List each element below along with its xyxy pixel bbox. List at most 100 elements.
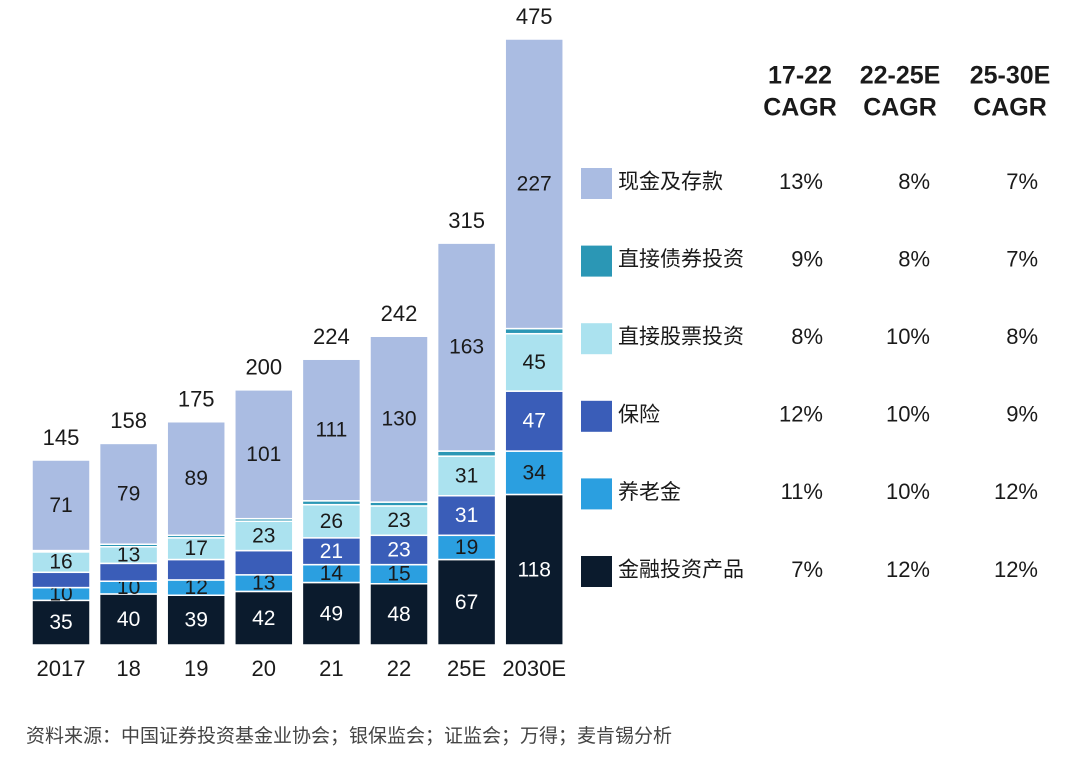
total-label: 475 <box>516 4 553 29</box>
bar-segment <box>504 327 564 335</box>
cagr-value: 9% <box>1006 402 1038 427</box>
segment-label: 45 <box>523 351 546 374</box>
cagr-value: 12% <box>994 479 1038 504</box>
segment-label: 17 <box>185 537 208 560</box>
segment-label: 16 <box>49 551 72 574</box>
segment-label: 12 <box>185 576 208 599</box>
bar-segment <box>98 442 159 545</box>
bar-segment <box>436 242 497 452</box>
bar-segment <box>301 581 362 646</box>
legend-swatch <box>581 168 612 199</box>
segment-label: 34 <box>523 461 547 484</box>
bar-segment <box>31 571 91 589</box>
cagr-value: 8% <box>1006 324 1038 349</box>
segment-label: 35 <box>49 611 72 634</box>
cagr-header: 17-22 <box>768 62 832 90</box>
segment-label: 31 <box>455 465 478 488</box>
segment-label: 101 <box>246 443 281 466</box>
cagr-header: CAGR <box>763 94 837 122</box>
cagr-value: 12% <box>886 557 930 582</box>
bar-segment <box>369 335 429 503</box>
segment-label: 39 <box>185 609 208 632</box>
bar-segment <box>504 332 564 392</box>
cagr-value: 7% <box>791 557 823 582</box>
cagr-value: 10% <box>886 324 930 349</box>
x-tick-label: 19 <box>184 656 208 681</box>
segment-label: 15 <box>387 563 410 586</box>
segment-label: 31 <box>455 504 478 527</box>
x-tick-label: 22 <box>387 656 411 681</box>
x-tick-label: 20 <box>252 656 276 681</box>
cagr-value: 8% <box>898 169 930 194</box>
bar-segment <box>301 537 362 566</box>
legend-label: 直接股票投资 <box>618 326 744 349</box>
cagr-value: 10% <box>886 402 930 427</box>
bar-segment <box>436 534 497 561</box>
x-tick-label: 2030E <box>502 656 566 681</box>
bar-segment <box>234 389 294 520</box>
legend-swatch <box>581 245 612 277</box>
cagr-value: 12% <box>994 557 1038 582</box>
segment-label: 227 <box>517 172 552 195</box>
segment-label: 48 <box>387 603 410 626</box>
segment-label: 13 <box>252 572 275 595</box>
total-label: 145 <box>43 425 80 450</box>
x-tick-label: 2017 <box>37 656 86 681</box>
legend-label: 现金及存款 <box>618 171 723 194</box>
bar-segment <box>504 390 564 452</box>
bar-segment <box>369 583 429 646</box>
legend-swatch <box>581 478 612 510</box>
cagr-value: 10% <box>886 479 930 504</box>
segment-label: 111 <box>315 419 347 442</box>
segment-label: 79 <box>117 482 140 505</box>
legend-label: 保险 <box>618 403 660 426</box>
x-tick-label: 18 <box>116 656 140 681</box>
bar-segment <box>301 358 362 502</box>
segment-label: 163 <box>449 336 484 359</box>
cagr-value: 13% <box>779 169 823 194</box>
total-label: 242 <box>381 301 418 326</box>
bar-segment <box>166 420 226 537</box>
segment-label: 130 <box>381 408 416 431</box>
segment-label: 19 <box>455 536 478 559</box>
segment-label: 26 <box>320 510 343 533</box>
segment-label: 67 <box>455 591 478 614</box>
bar-segment <box>504 450 564 496</box>
bar-segment <box>234 520 294 552</box>
total-label: 224 <box>313 324 350 349</box>
cagr-value: 8% <box>791 324 823 349</box>
legend-swatch <box>581 556 612 587</box>
cagr-header: 22-25E <box>860 62 941 90</box>
segment-label: 49 <box>320 602 343 625</box>
segment-label: 89 <box>185 467 208 490</box>
bar-segment <box>436 558 497 646</box>
x-tick-label: 25E <box>447 656 486 681</box>
bar-segment <box>436 450 497 457</box>
legend-swatch <box>581 400 612 432</box>
bar-segment <box>234 549 294 576</box>
total-label: 200 <box>245 355 282 380</box>
segment-label: 118 <box>517 558 550 581</box>
source-note: 资料来源：中国证券投资基金业协会；银保监会；证监会；万得；麦肯锡分析 <box>26 725 672 747</box>
bar-segment <box>369 534 429 566</box>
segment-label: 47 <box>523 410 546 433</box>
segment-label: 21 <box>320 540 343 563</box>
segment-label: 23 <box>252 524 275 547</box>
cagr-header: 25-30E <box>970 62 1051 90</box>
bar-segment <box>166 558 226 581</box>
bar-segment <box>504 38 564 330</box>
legend-label: 直接债券投资 <box>618 248 744 271</box>
segment-label: 23 <box>387 509 410 532</box>
bar-segment <box>504 493 564 646</box>
segment-label: 23 <box>387 539 410 562</box>
bar-segment <box>436 455 497 497</box>
cagr-value: 8% <box>898 246 930 271</box>
segment-label: 13 <box>117 544 140 567</box>
bar-segment <box>31 459 91 552</box>
segment-label: 42 <box>252 607 275 630</box>
cagr-value: 9% <box>791 246 823 271</box>
x-tick-label: 21 <box>319 656 343 681</box>
bar-segment <box>436 494 497 537</box>
cagr-header: CAGR <box>973 94 1047 122</box>
